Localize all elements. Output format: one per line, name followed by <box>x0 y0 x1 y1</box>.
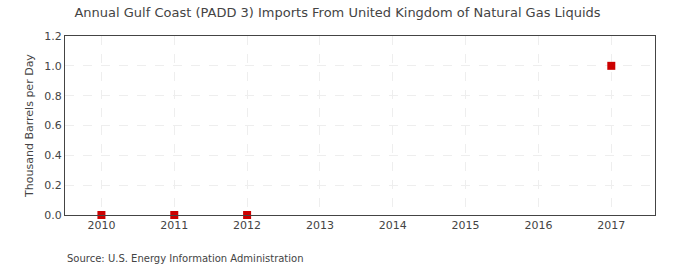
svg-text:1.0: 1.0 <box>44 60 62 73</box>
svg-text:1.2: 1.2 <box>44 30 62 43</box>
svg-text:Source: U.S. Energy Informatio: Source: U.S. Energy Information Administ… <box>67 253 304 264</box>
svg-text:2016: 2016 <box>524 219 552 232</box>
svg-text:2014: 2014 <box>379 219 407 232</box>
svg-text:2011: 2011 <box>160 219 188 232</box>
svg-text:2012: 2012 <box>233 219 261 232</box>
svg-text:0.8: 0.8 <box>44 90 62 103</box>
svg-text:2017: 2017 <box>597 219 625 232</box>
svg-text:2013: 2013 <box>306 219 334 232</box>
svg-text:0.6: 0.6 <box>44 119 62 132</box>
svg-text:Annual Gulf Coast (PADD 3) Imp: Annual Gulf Coast (PADD 3) Imports From … <box>74 5 600 20</box>
svg-text:0.0: 0.0 <box>44 209 62 222</box>
svg-text:0.4: 0.4 <box>44 149 62 162</box>
svg-text:0.2: 0.2 <box>44 179 62 192</box>
svg-text:Thousand Barrels per Day: Thousand Barrels per Day <box>23 54 36 198</box>
svg-text:2015: 2015 <box>452 219 480 232</box>
svg-text:2010: 2010 <box>87 219 115 232</box>
